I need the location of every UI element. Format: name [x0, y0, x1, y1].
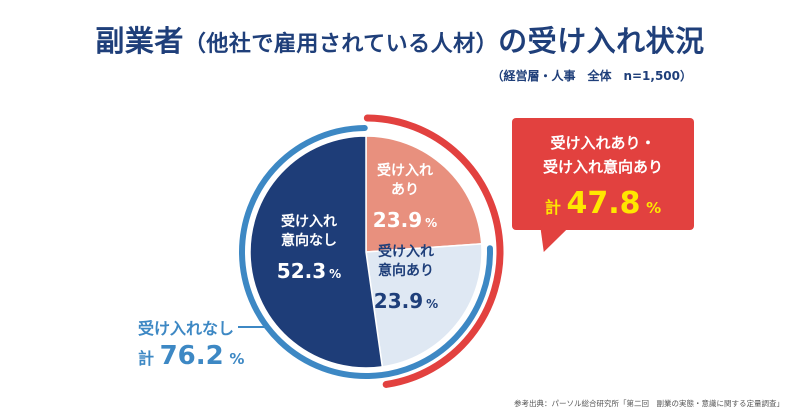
callout-total-unit: % [646, 199, 662, 217]
slice-label-2-line-0: 受け入れ [281, 213, 337, 230]
no-accept-total-value: 76.2 [159, 341, 224, 371]
group-arc-no-accept [239, 125, 493, 379]
slice-label-2-line-1: 意向なし [281, 232, 337, 249]
callout-total-prefix: 計 [544, 198, 561, 217]
pie-slice-2 [249, 135, 384, 369]
slice-label-0-line-1: あり [391, 182, 419, 198]
title-rest: の受け入れ状況 [498, 24, 705, 58]
group-arc-accept [363, 114, 504, 388]
chart-subtitle: （経営層・人事 全体 n=1,500） [491, 69, 692, 83]
title-main: 副業者 [95, 24, 184, 58]
slice-label-0-line-0: 受け入れ [377, 162, 433, 179]
slice-label-1-line-0: 受け入れ [378, 243, 434, 260]
slice-label-1-line-1: 意向あり [378, 262, 434, 279]
no-accept-total-unit: % [229, 350, 245, 368]
chart-title: 副業者（他社で雇用されている人材）の受け入れ状況 [0, 18, 800, 60]
slice-value-0: 23.9% [373, 208, 437, 232]
source-note: 参考出典：パーソル総合研究所「第二回 副業の実態・意識に関する定量調査」 [514, 399, 784, 408]
no-accept-leader-line [238, 326, 266, 328]
accept-total-callout: 受け入れあり・ 受け入れ意向あり 計 47.8 % [512, 118, 694, 230]
callout-total-value: 47.8 [566, 186, 641, 221]
callout-total: 計 47.8 % [512, 186, 694, 221]
pie-slice-0 [365, 135, 483, 253]
slice-value-2: 52.3% [277, 259, 341, 283]
callout-label-line-1: 受け入れあり・ [550, 134, 656, 152]
no-accept-group-label: 受け入れなし [138, 319, 235, 338]
no-accept-total: 計 76.2 % [138, 341, 244, 371]
callout-label-line-2: 受け入れ意向あり [542, 158, 663, 176]
no-accept-total-prefix: 計 [138, 349, 155, 368]
pie-slice-1 [365, 243, 483, 368]
title-paren: （他社で雇用されている人材） [183, 32, 499, 57]
slice-value-1: 23.9% [374, 289, 438, 313]
